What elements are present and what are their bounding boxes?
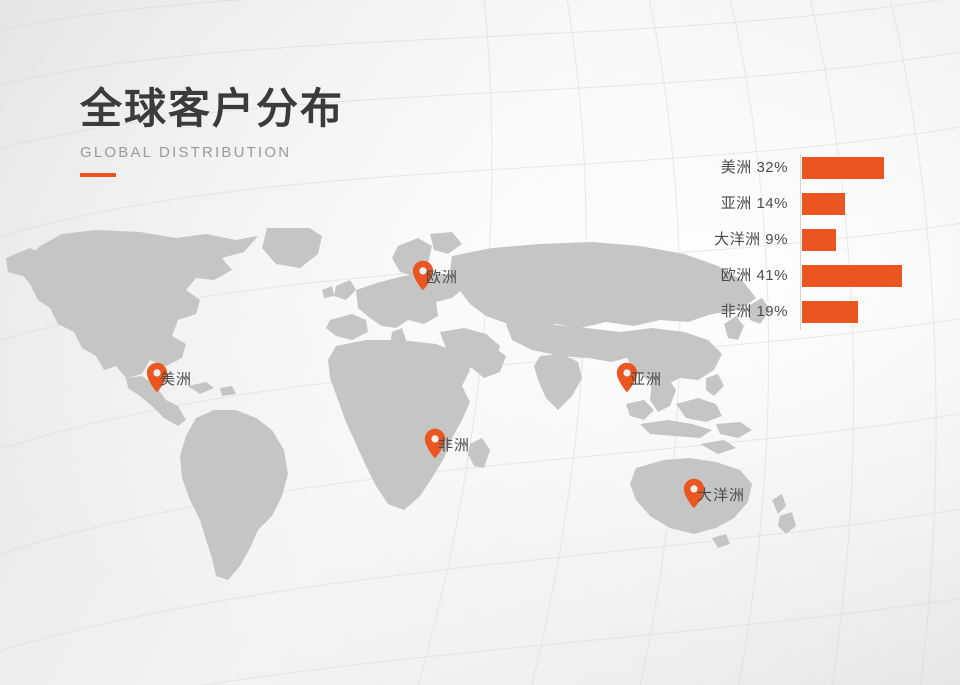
map-pin-africa[interactable]: 非洲	[424, 428, 469, 458]
location-pin-icon	[146, 362, 168, 392]
map-pin-asia[interactable]: 亚洲	[616, 362, 661, 392]
map-landmasses	[6, 228, 796, 580]
distribution-bar-chart: 美洲 32% 亚洲 14% 大洋洲 9% 欧洲 41% 非洲 19%	[700, 150, 940, 335]
chart-row-label: 非洲 19%	[720, 303, 788, 320]
chart-bar	[802, 301, 858, 323]
title-accent-rule	[80, 173, 116, 177]
chart-row[interactable]: 欧洲 41%	[700, 264, 940, 288]
map-pin-label-oceania: 大洋洲	[697, 487, 746, 504]
chart-row-label: 亚洲 14%	[720, 195, 788, 212]
page-title: 全球客户分布	[80, 85, 345, 132]
chart-bar	[802, 157, 884, 179]
map-pin-label-americas: 美洲	[160, 371, 193, 388]
map-pin-europe[interactable]: 欧洲	[412, 260, 457, 290]
location-pin-icon	[616, 362, 638, 392]
page-subtitle: GLOBAL DISTRIBUTION	[80, 144, 292, 161]
map-pin-label-africa: 非洲	[438, 437, 471, 454]
world-map-svg	[6, 228, 796, 580]
chart-axis-line	[800, 154, 801, 330]
chart-row[interactable]: 亚洲 14%	[700, 192, 940, 216]
world-map	[0, 228, 800, 588]
chart-row[interactable]: 大洋洲 9%	[700, 228, 940, 252]
chart-row-label: 大洋洲 9%	[714, 231, 788, 248]
chart-row-label: 欧洲 41%	[720, 267, 788, 284]
location-pin-icon	[424, 428, 446, 458]
chart-row-label: 美洲 32%	[720, 159, 788, 176]
location-pin-icon	[412, 260, 434, 290]
map-pin-label-asia: 亚洲	[630, 371, 663, 388]
map-pin-label-europe: 欧洲	[426, 269, 459, 286]
map-pin-americas[interactable]: 美洲	[146, 362, 191, 392]
title-block: 全球客户分布 GLOBAL DISTRIBUTION	[80, 88, 344, 177]
chart-bar	[802, 193, 845, 215]
chart-row[interactable]: 非洲 19%	[700, 300, 940, 324]
chart-bar	[802, 229, 836, 251]
map-pin-oceania[interactable]: 大洋洲	[683, 478, 744, 508]
chart-bar	[802, 265, 902, 287]
location-pin-icon	[683, 478, 705, 508]
chart-row[interactable]: 美洲 32%	[700, 156, 940, 180]
